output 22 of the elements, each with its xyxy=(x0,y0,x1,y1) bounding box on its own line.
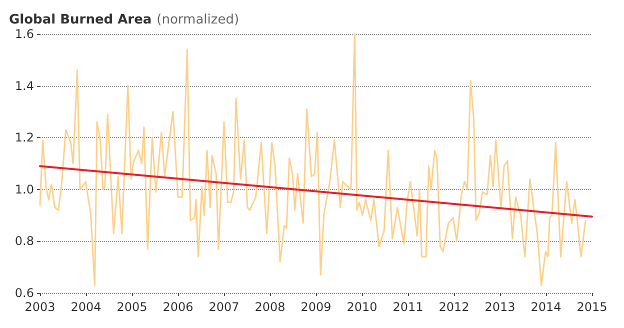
x-tick-label: 2004 xyxy=(70,300,102,314)
x-tick-label: 2006 xyxy=(162,300,194,314)
x-tick-label: 2015 xyxy=(576,300,608,314)
y-tick-label: 1.0 xyxy=(14,182,34,196)
x-tick-label: 2013 xyxy=(484,300,516,314)
x-tick-label: 2007 xyxy=(208,300,240,314)
x-tick-label: 2009 xyxy=(300,300,332,314)
x-tick-label: 2011 xyxy=(392,300,424,314)
y-tick-label: 0.8 xyxy=(14,234,34,248)
x-tick-label: 2003 xyxy=(24,300,56,314)
chart-subtitle: (normalized) xyxy=(156,12,240,28)
x-tick-label: 2005 xyxy=(116,300,148,314)
x-tick-label: 2010 xyxy=(346,300,378,314)
y-tick-label: 1.6 xyxy=(14,27,34,41)
x-tick-label: 2014 xyxy=(530,300,562,314)
line-series xyxy=(39,33,586,286)
chart-title: Global Burned Area xyxy=(9,12,152,28)
y-tick-label: 1.4 xyxy=(14,78,34,93)
y-tick-label: 0.6 xyxy=(14,286,34,300)
x-tick-label: 2008 xyxy=(254,300,286,314)
y-tick-label: 1.2 xyxy=(14,130,34,145)
x-tick-label: 2012 xyxy=(438,300,470,314)
